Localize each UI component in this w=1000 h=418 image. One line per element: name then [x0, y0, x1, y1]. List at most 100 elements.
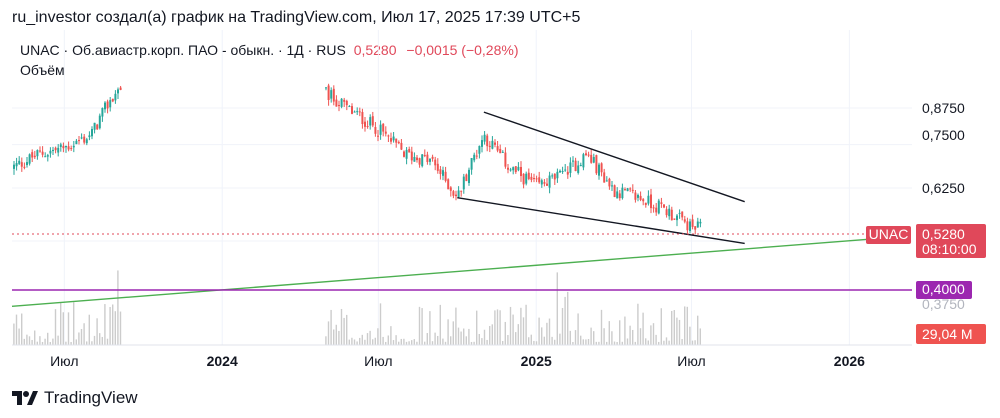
- volume-bar: [489, 325, 491, 345]
- volume-bar: [78, 332, 80, 345]
- y-tick-label: 0,7500: [922, 127, 965, 143]
- volume-bar: [18, 328, 20, 345]
- hidden-price-label: 0,3750: [922, 296, 965, 312]
- candle-body: [520, 166, 522, 177]
- volume-bar: [88, 314, 90, 345]
- volume-bar: [13, 323, 15, 345]
- volume-bar: [686, 306, 688, 345]
- candle-body: [657, 200, 660, 214]
- candle-body: [338, 105, 340, 107]
- volume-bar: [678, 319, 681, 345]
- candle-body: [494, 142, 496, 145]
- candle-body: [345, 100, 348, 106]
- candle-body: [478, 145, 481, 154]
- volume-bar: [663, 340, 665, 345]
- candle-body: [436, 163, 439, 171]
- volume-bar: [346, 314, 348, 345]
- candle-body: [426, 154, 429, 163]
- volume-bar: [411, 340, 413, 345]
- candle-body: [592, 157, 595, 163]
- candle-body: [340, 98, 343, 107]
- volume-bar: [21, 313, 23, 345]
- volume-bar: [424, 341, 426, 345]
- volume-bar: [26, 334, 28, 345]
- candle-body: [457, 190, 460, 197]
- candle-body: [361, 112, 364, 125]
- candle-body: [33, 155, 36, 158]
- candle-body: [78, 140, 80, 142]
- volume-bar: [520, 307, 522, 345]
- candle-body: [694, 226, 697, 230]
- candle-body: [52, 149, 54, 152]
- volume-bar: [499, 310, 501, 345]
- candle-body: [20, 162, 23, 167]
- candle-body: [62, 145, 65, 149]
- volume-bar: [509, 306, 512, 345]
- candle-body: [551, 175, 554, 177]
- candle-body: [696, 221, 699, 228]
- candle-body: [483, 134, 486, 142]
- candle-body: [559, 170, 561, 173]
- candle-body: [473, 154, 476, 161]
- volume-bar: [351, 337, 353, 345]
- candle-body: [364, 121, 366, 127]
- volume-bar: [629, 325, 631, 345]
- candle-body: [514, 166, 517, 173]
- candle-body: [104, 102, 106, 110]
- volume-bar: [645, 338, 647, 345]
- candle-body: [447, 179, 450, 190]
- candle-body: [405, 149, 408, 159]
- volume-bar: [36, 341, 38, 345]
- volume-bar: [665, 337, 668, 345]
- candle-body: [429, 158, 431, 162]
- volume-bars: [13, 270, 701, 345]
- volume-bar: [31, 339, 33, 345]
- candle-body: [119, 87, 122, 90]
- volume-bar: [590, 327, 592, 345]
- candle-body: [72, 145, 75, 148]
- volume-bar: [67, 312, 70, 345]
- x-tick-label: 2025: [521, 353, 552, 369]
- candle-body: [44, 156, 47, 158]
- volume-bar: [530, 334, 532, 345]
- candle-body: [533, 178, 535, 180]
- candle-body: [621, 187, 624, 199]
- candle-body: [699, 221, 702, 224]
- volume-bar: [541, 327, 543, 345]
- candle-body: [660, 202, 663, 204]
- candle-body: [46, 155, 49, 157]
- candle-body: [553, 173, 556, 180]
- x-tick-label: Июл: [677, 353, 705, 369]
- candle-body: [613, 185, 616, 198]
- candle-body: [444, 171, 447, 181]
- volume-bar: [481, 338, 483, 345]
- x-tick-label: 2024: [207, 353, 238, 369]
- candle-body: [540, 180, 543, 185]
- volume-bar: [603, 328, 605, 345]
- symbol-line: UNAC · Об.авиастр.корп. ПАО - обыкн. · 1…: [20, 42, 346, 58]
- volume-bar: [543, 336, 545, 345]
- tradingview-logo: TradingView: [12, 388, 138, 408]
- symbol-tag-badge: UNAC: [869, 226, 909, 242]
- volume-bar: [395, 335, 397, 345]
- candle-body: [569, 162, 572, 173]
- volume-bar: [426, 333, 428, 345]
- candle-body: [665, 209, 668, 216]
- candle-body: [353, 111, 356, 113]
- last-price-badge-text: 0,5280: [922, 226, 965, 242]
- candle-body: [548, 175, 551, 188]
- price-chart[interactable]: Июл 2024 Июл 2025 Июл 20260,87500,75000,6250 …: [0, 0, 1000, 380]
- volume-bar: [564, 296, 566, 345]
- candle-body: [397, 141, 400, 144]
- candle-body: [351, 106, 353, 114]
- candle-body: [455, 194, 457, 197]
- volume-bar: [431, 341, 434, 345]
- volume-bar: [112, 304, 114, 345]
- volume-bar: [338, 330, 340, 345]
- volume-bar: [478, 333, 480, 345]
- volume-bar: [671, 310, 673, 345]
- volume-bar: [655, 334, 657, 345]
- long-support-trendline: [11, 237, 877, 308]
- candle-body: [83, 136, 86, 143]
- volume-bar: [99, 333, 101, 345]
